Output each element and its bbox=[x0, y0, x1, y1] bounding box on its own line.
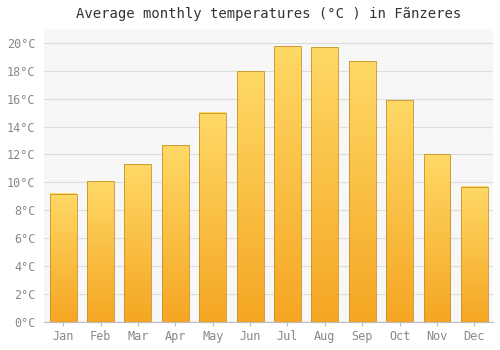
Bar bbox=[349, 61, 376, 322]
Bar bbox=[50, 194, 76, 322]
Bar bbox=[461, 187, 488, 322]
Bar bbox=[236, 71, 264, 322]
Bar bbox=[162, 145, 189, 322]
Bar bbox=[312, 47, 338, 322]
Bar bbox=[124, 164, 152, 322]
Title: Average monthly temperatures (°C ) in Fãnzeres: Average monthly temperatures (°C ) in Fã… bbox=[76, 7, 462, 21]
Bar bbox=[274, 46, 301, 322]
Bar bbox=[386, 100, 413, 322]
Bar bbox=[199, 113, 226, 322]
Bar bbox=[87, 181, 114, 322]
Bar bbox=[424, 154, 450, 322]
